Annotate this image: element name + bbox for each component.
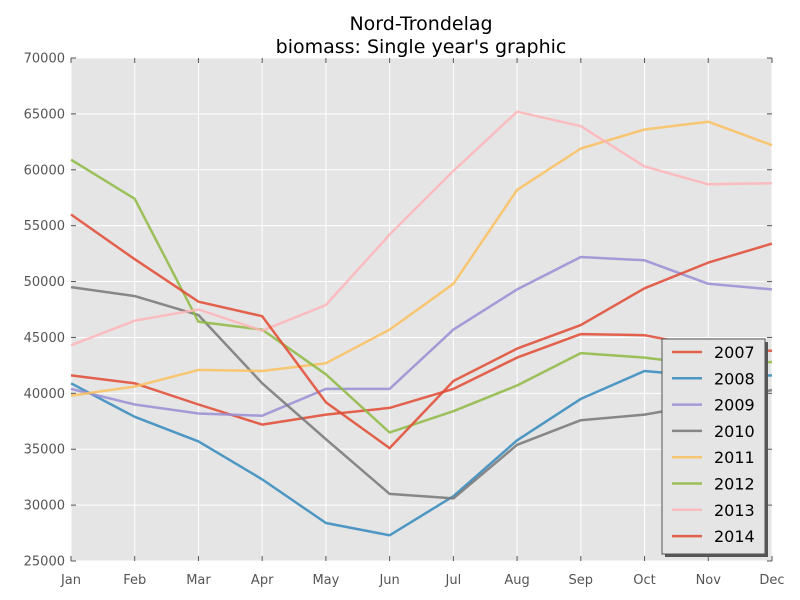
x-tick-label: Jun	[378, 573, 399, 588]
y-tick-label: 60000	[24, 163, 65, 178]
legend-box	[661, 338, 766, 555]
chart-title-line2: biomass: Single year's graphic	[276, 36, 567, 58]
y-tick-label: 25000	[24, 555, 65, 570]
y-tick-label: 40000	[24, 387, 65, 402]
x-tick-label: Dec	[759, 573, 784, 588]
axis-ticks	[70, 57, 773, 562]
y-tick-label: 35000	[24, 443, 65, 458]
x-tick-label: Oct	[633, 573, 655, 588]
y-tick-label: 45000	[24, 331, 65, 346]
legend-label-2008: 2008	[714, 369, 755, 388]
x-axis-tick-labels: Jan Feb Mar Apr May Jun Jul Aug Sep Oct Nov Dec	[60, 573, 785, 588]
x-tick-label: Jul	[445, 573, 462, 588]
series-lines	[70, 110, 773, 537]
series-line-2014	[70, 213, 773, 450]
y-tick-label: 70000	[24, 52, 65, 67]
x-tick-label: Jan	[60, 573, 81, 588]
x-tick-label: Feb	[123, 573, 146, 588]
x-tick-label: Nov	[696, 573, 722, 588]
legend-label-2007: 2007	[714, 343, 755, 362]
x-tick-label: Apr	[251, 573, 274, 588]
y-tick-label: 30000	[24, 499, 65, 514]
series-line-2011	[70, 120, 773, 397]
legend-label-2012: 2012	[714, 475, 755, 494]
series-line-2008	[70, 369, 773, 537]
series-line-2009	[70, 255, 773, 417]
legend-label-2009: 2009	[714, 396, 755, 415]
series-line-2013	[70, 110, 773, 347]
chart-title-line1: Nord-Trondelag	[349, 13, 492, 35]
x-tick-label: Mar	[186, 573, 211, 588]
x-tick-label: Sep	[569, 573, 594, 588]
legend-label-2013: 2013	[714, 501, 755, 520]
series-line-2007	[70, 332, 773, 426]
legend-label-2011: 2011	[714, 448, 755, 467]
x-tick-label: Aug	[504, 573, 529, 588]
y-tick-label: 50000	[24, 275, 65, 290]
legend-label-2010: 2010	[714, 422, 755, 441]
legend-label-2014: 2014	[714, 527, 755, 546]
legend: 2007 2008 2009 2010 2011 2012 2013 2014	[661, 338, 768, 557]
x-tick-label: May	[312, 573, 339, 588]
y-axis-tick-labels: 25000 30000 35000 40000 45000 50000 55000 60000…	[24, 52, 65, 570]
y-tick-label: 55000	[24, 219, 65, 234]
y-tick-label: 65000	[24, 107, 65, 122]
plot-area	[71, 58, 772, 561]
series-line-2012	[70, 158, 773, 434]
